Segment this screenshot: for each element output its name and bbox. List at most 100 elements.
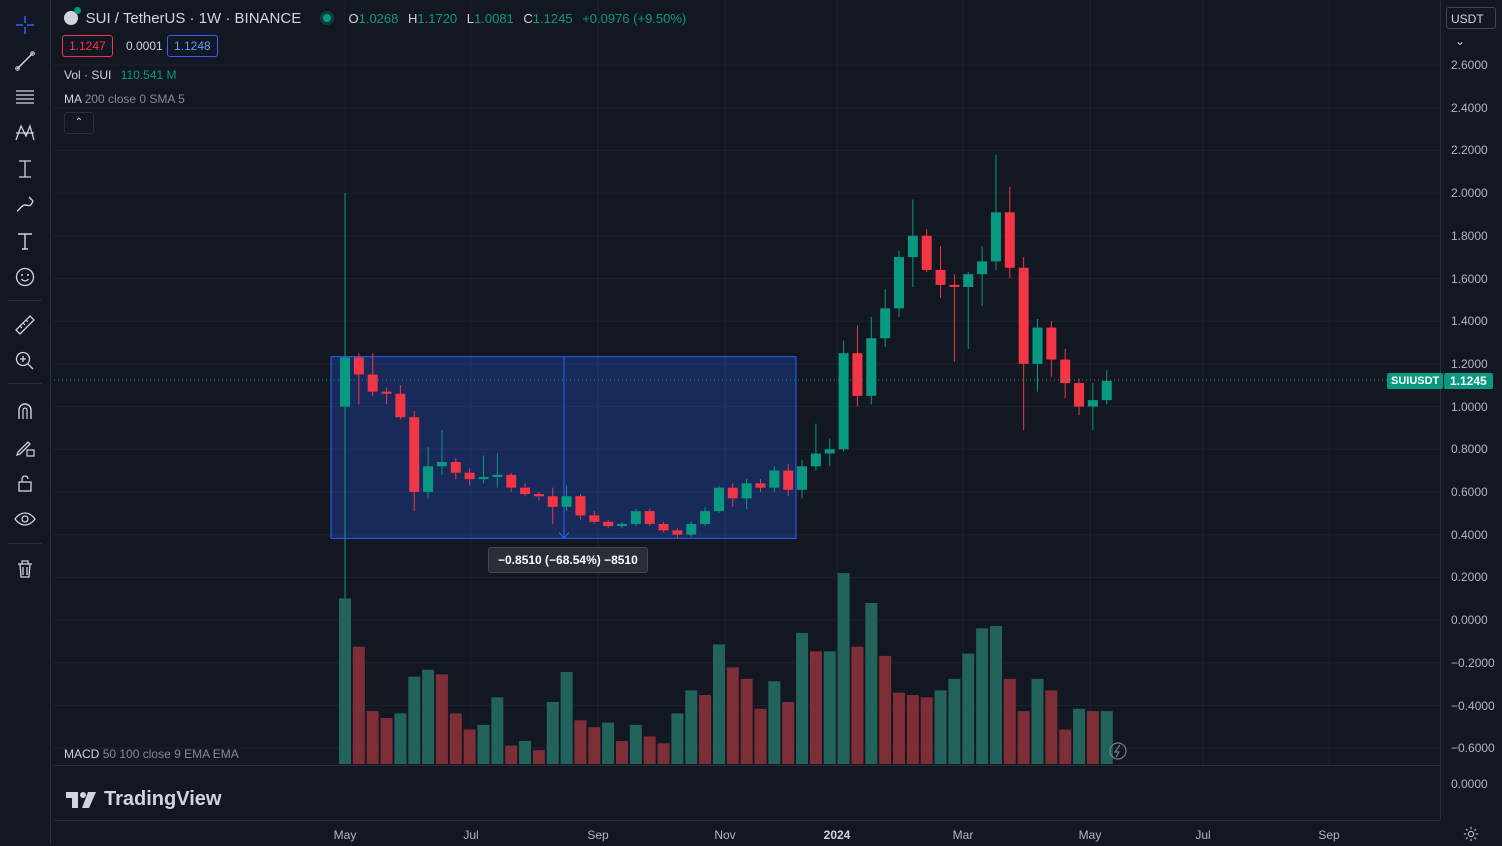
candle-body[interactable] — [492, 474, 503, 477]
candle-body[interactable] — [824, 449, 835, 454]
volume-legend[interactable]: Vol · SUI 110.541 M — [64, 68, 177, 82]
time-axis[interactable]: May Jul Sep Nov 2024 Mar May Jul Sep — [54, 820, 1440, 846]
candle-body[interactable] — [367, 374, 378, 392]
candle-body[interactable] — [1101, 380, 1112, 401]
candle-body[interactable] — [340, 357, 350, 407]
brush-icon[interactable] — [9, 190, 41, 220]
text-icon[interactable] — [9, 226, 41, 256]
candle-body[interactable] — [436, 462, 447, 467]
candle-body[interactable] — [1018, 267, 1029, 364]
candle-body[interactable] — [520, 487, 531, 495]
pane-divider[interactable] — [54, 765, 1440, 766]
symbol-price-tag: SUIUSDT — [1387, 373, 1444, 389]
lock-icon[interactable] — [9, 468, 41, 498]
candle-body[interactable] — [395, 393, 406, 418]
candle-body[interactable] — [464, 472, 475, 480]
candle-body[interactable] — [977, 261, 988, 275]
macd-histogram-bar — [546, 701, 559, 764]
buy-button[interactable]: 1.1248 — [167, 35, 218, 57]
sell-button[interactable]: 1.1247 — [62, 35, 113, 57]
candle-body[interactable] — [575, 496, 586, 516]
candle-body[interactable] — [506, 474, 517, 488]
candle-body[interactable] — [963, 274, 974, 287]
trash-icon[interactable] — [9, 554, 41, 584]
candle-body[interactable] — [644, 511, 655, 524]
fib-icon[interactable] — [9, 82, 41, 112]
symbol-legend[interactable]: SUI / TetherUS · 1W · BINANCE O1.0268 H1… — [64, 7, 686, 27]
ruler-icon[interactable] — [9, 310, 41, 340]
price-axis-label: 0.8000 — [1451, 442, 1488, 457]
candle-body[interactable] — [547, 496, 558, 507]
time-axis-label: Mar — [952, 828, 974, 842]
candle-body[interactable] — [727, 487, 738, 499]
candle-body[interactable] — [783, 470, 794, 490]
macd-histogram-bar — [602, 722, 615, 764]
magnet-icon[interactable] — [9, 396, 41, 426]
candle-body[interactable] — [409, 417, 420, 492]
currency-selector[interactable]: USDT ⌄ — [1446, 7, 1496, 48]
zoom-in-icon[interactable] — [9, 346, 41, 376]
candle-body[interactable] — [741, 483, 752, 499]
candle-body[interactable] — [700, 511, 711, 524]
candle-body[interactable] — [1032, 327, 1043, 364]
candle-body[interactable] — [561, 496, 572, 507]
chart-pane[interactable] — [54, 0, 1440, 820]
price-chart[interactable] — [54, 0, 1440, 820]
candle-body[interactable] — [755, 483, 766, 488]
trend-line-icon[interactable] — [9, 46, 41, 76]
candle-body[interactable] — [907, 235, 918, 258]
collapse-legend-button[interactable]: ⌃ — [64, 112, 94, 134]
projection-icon[interactable] — [9, 154, 41, 184]
candle-body[interactable] — [797, 466, 808, 490]
candle-body[interactable] — [603, 521, 614, 527]
tradingview-logo[interactable]: TradingView — [66, 788, 221, 811]
candle-body[interactable] — [713, 487, 724, 512]
candle-body[interactable] — [1074, 383, 1085, 407]
ma-legend[interactable]: MA 200 close 0 SMA 5 — [64, 92, 185, 106]
candle-body[interactable] — [866, 338, 877, 396]
candle-body[interactable] — [949, 284, 960, 287]
candle-body[interactable] — [894, 257, 904, 309]
candle-body[interactable] — [810, 453, 821, 467]
price-axis-label: 0.6000 — [1451, 485, 1488, 499]
candle-body[interactable] — [450, 462, 461, 473]
candle-body[interactable] — [478, 476, 489, 480]
eye-icon[interactable] — [9, 504, 41, 534]
candle-body[interactable] — [686, 523, 697, 535]
macd-histogram-bar — [712, 644, 725, 764]
candle-body[interactable] — [769, 470, 780, 488]
replay-icon[interactable] — [1109, 742, 1127, 760]
macd-histogram-bar — [768, 681, 781, 764]
candle-body[interactable] — [423, 466, 434, 492]
candle-body[interactable] — [1060, 359, 1071, 384]
time-axis-label: Sep — [587, 828, 609, 842]
price-axis-label: −0.2000 — [1451, 655, 1495, 670]
emoji-icon[interactable] — [9, 262, 41, 292]
candle-body[interactable] — [672, 530, 683, 535]
price-axis-label: 1.2000 — [1451, 356, 1488, 371]
symbol-title[interactable]: SUI / TetherUS · 1W · BINANCE — [85, 10, 302, 27]
macd-legend[interactable]: MACD 50 100 close 9 EMA EMA — [64, 747, 239, 761]
candle-body[interactable] — [1046, 327, 1057, 360]
candle-body[interactable] — [533, 494, 544, 497]
candle-body[interactable] — [880, 308, 891, 339]
candle-body[interactable] — [381, 391, 392, 394]
candle-body[interactable] — [589, 515, 600, 522]
candle-body[interactable] — [617, 523, 627, 527]
candle-body[interactable] — [353, 357, 364, 375]
macd-label: MACD — [64, 747, 100, 761]
candle-body[interactable] — [935, 269, 946, 285]
candle-body[interactable] — [630, 511, 641, 524]
price-axis[interactable]: 2.6000 2.4000 2.2000 2.0000 1.8000 1.6000 1.40… — [1440, 0, 1502, 820]
candle-body[interactable] — [1087, 400, 1098, 407]
pattern-icon[interactable] — [9, 118, 41, 148]
candle-body[interactable] — [658, 523, 669, 531]
candle-body[interactable] — [838, 353, 849, 450]
candle-body[interactable] — [990, 212, 1001, 262]
crosshair-icon[interactable] — [9, 10, 41, 40]
candle-body[interactable] — [1004, 212, 1015, 268]
lock-draw-icon[interactable] — [9, 432, 41, 462]
gear-icon[interactable] — [1462, 825, 1480, 843]
candle-body[interactable] — [921, 235, 932, 270]
candle-body[interactable] — [852, 353, 863, 396]
